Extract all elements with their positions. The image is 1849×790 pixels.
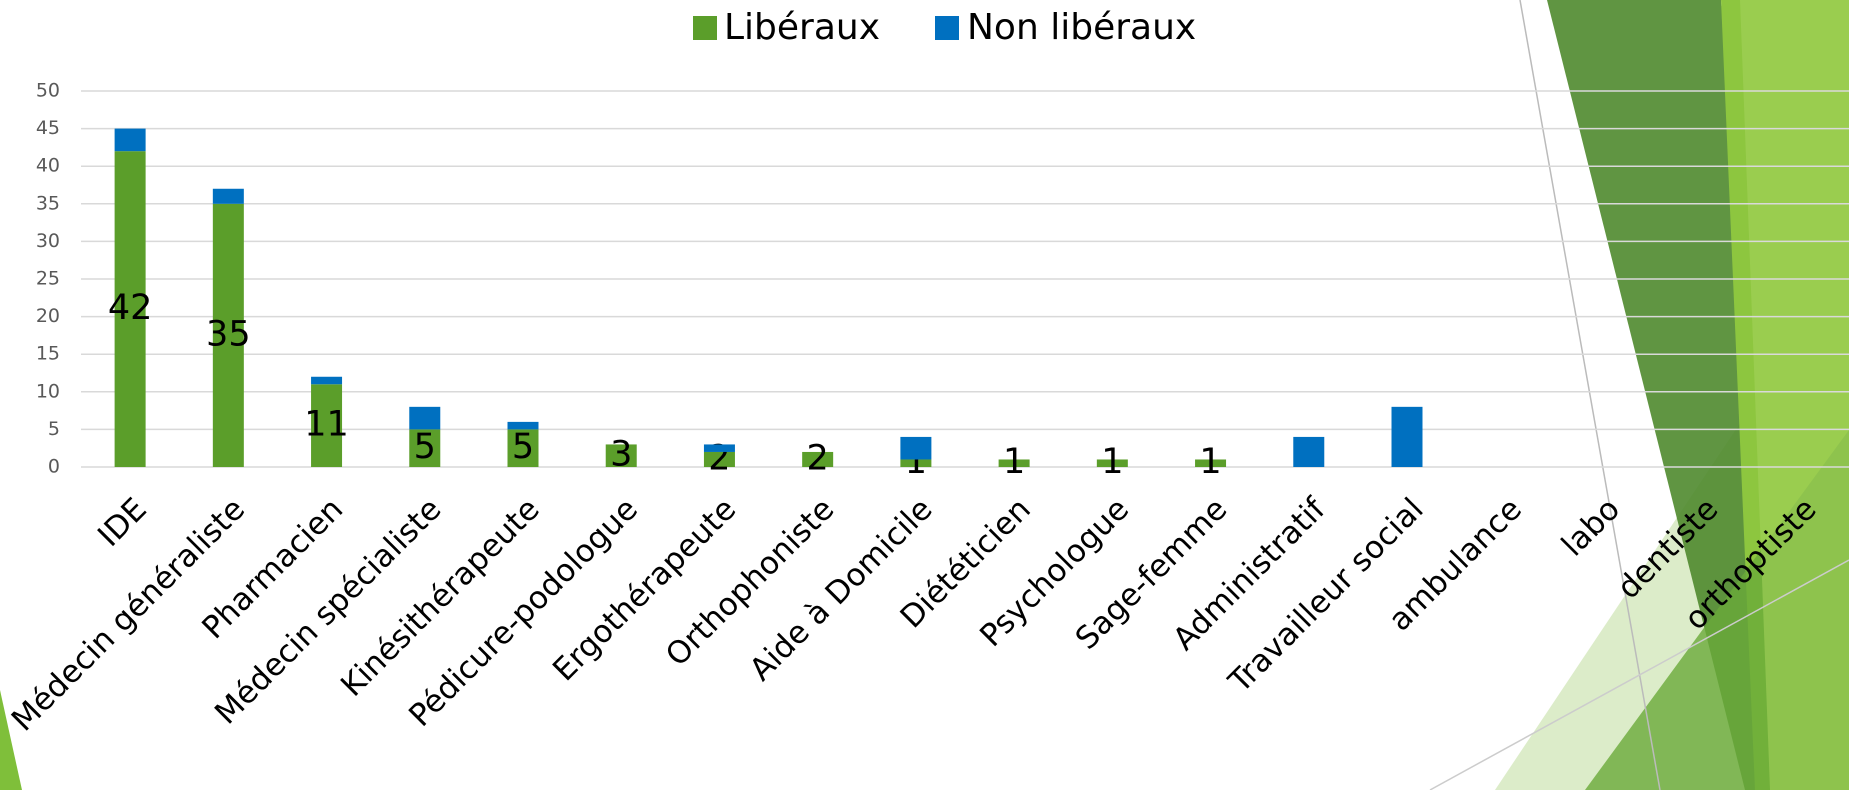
data-label: 1 — [1199, 442, 1221, 482]
y-tick-label: 20 — [36, 305, 60, 327]
data-label: 2 — [807, 438, 829, 478]
y-tick-label: 0 — [48, 456, 60, 478]
bar-segment — [704, 444, 735, 452]
legend-swatch — [935, 16, 959, 40]
bar-segment — [1392, 407, 1423, 467]
x-tick-label: IDE — [91, 491, 154, 554]
legend-label: Libéraux — [724, 7, 880, 48]
bar-segment — [1293, 437, 1324, 467]
y-tick-label: 25 — [36, 268, 60, 290]
y-tick-label: 50 — [36, 80, 60, 102]
y-tick-label: 10 — [36, 380, 60, 402]
legend-swatch — [693, 16, 717, 40]
legend-label: Non libéraux — [967, 7, 1196, 48]
bar-segment — [213, 189, 244, 204]
y-tick-label: 15 — [36, 343, 60, 365]
x-tick-label: labo — [1555, 491, 1627, 563]
data-label: 11 — [304, 405, 349, 445]
data-label: 35 — [206, 314, 251, 354]
slide: 05101520253035404550LibérauxNon libéraux… — [0, 0, 1849, 790]
y-tick-label: 5 — [48, 418, 60, 440]
data-label: 1 — [1101, 442, 1123, 482]
y-tick-label: 45 — [36, 117, 60, 139]
x-tick-label: Aide à Domicile — [743, 491, 940, 688]
y-tick-label: 40 — [36, 155, 60, 177]
y-tick-label: 35 — [36, 192, 60, 214]
data-label: 1 — [1003, 442, 1025, 482]
data-label: 5 — [414, 427, 436, 467]
bar-segment — [409, 407, 440, 430]
data-label: 5 — [512, 427, 534, 467]
data-label: 42 — [108, 288, 153, 328]
bar-segment — [508, 422, 539, 430]
bar-segment — [900, 437, 931, 460]
bar-segment — [115, 129, 146, 152]
data-label: 3 — [610, 435, 632, 475]
bar-segment — [311, 377, 342, 385]
y-tick-label: 30 — [36, 230, 60, 252]
x-tick-label: Orthophoniste — [659, 491, 841, 673]
x-tick-label: Ergothérapeute — [546, 491, 743, 688]
